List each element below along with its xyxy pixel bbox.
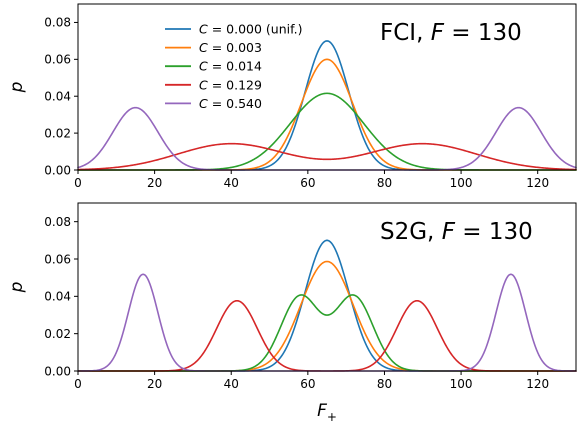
series-line-1: [77, 239, 577, 372]
y-tick-label: 0.08: [44, 215, 71, 229]
series-line-3: [77, 92, 577, 171]
x-tick-label: 80: [377, 377, 392, 391]
x-tick-label: 0: [74, 377, 82, 391]
y-tick-label: 0.02: [44, 327, 71, 341]
series-line-1: [77, 40, 577, 171]
series-line-2: [77, 260, 577, 372]
series-line-4: [77, 299, 577, 372]
legend-entry: C = 0.540: [199, 96, 262, 111]
series-line-3: [77, 294, 577, 372]
legend: C = 0.000 (unif.) C = 0.003 C = 0.014 C = 0…: [165, 22, 302, 111]
y-axis-label: p: [7, 281, 27, 293]
y-tick-label: 0.06: [44, 252, 71, 266]
legend-entry: C = 0.003: [199, 40, 262, 55]
x-tick-label: 120: [526, 176, 549, 190]
series-line-5: [77, 273, 577, 372]
x-axis-label: F+: [317, 401, 337, 424]
y-tick-label: 0.00: [44, 364, 71, 378]
x-tick-label: 20: [147, 176, 162, 190]
series-line-4: [77, 142, 577, 171]
x-tick-label: 100: [450, 176, 473, 190]
y-tick-label: 0.00: [44, 163, 71, 177]
y-tick-label: 0.08: [44, 16, 71, 30]
x-tick-label: 40: [224, 176, 239, 190]
x-tick-label: 0: [74, 176, 82, 190]
x-tick-label: 100: [450, 377, 473, 391]
y-tick-label: 0.02: [44, 126, 71, 140]
y-tick-label: 0.04: [44, 290, 71, 304]
x-tick-label: 40: [224, 377, 239, 391]
x-tick-label: 120: [526, 377, 549, 391]
y-tick-label: 0.06: [44, 53, 71, 67]
series-line-2: [77, 58, 577, 171]
plot-frame: [77, 3, 577, 171]
y-axis-label: p: [7, 81, 27, 93]
panel-1: 0 20 40 60 80 100 120 0.00 0.02 0.04 0.06 0.08 p FCI,…: [7, 3, 577, 190]
x-tick-label: 80: [377, 176, 392, 190]
panel-2: 0 20 40 60 80 100 120 0.00 0.02 0.04 0.06 0.08 p S2G,…: [7, 202, 577, 424]
panel-title: FCI, F = 130: [380, 20, 522, 46]
x-tick-label: 20: [147, 377, 162, 391]
y-tick-label: 0.04: [44, 90, 71, 104]
x-tick-label: 60: [300, 176, 315, 190]
x-tick-label: 60: [300, 377, 315, 391]
legend-entry: C = 0.000 (unif.): [199, 22, 302, 37]
panel-title: S2G, F = 130: [380, 219, 533, 245]
legend-entry: C = 0.014: [199, 59, 262, 74]
plot-frame: [77, 202, 577, 372]
legend-entry: C = 0.129: [199, 77, 262, 92]
